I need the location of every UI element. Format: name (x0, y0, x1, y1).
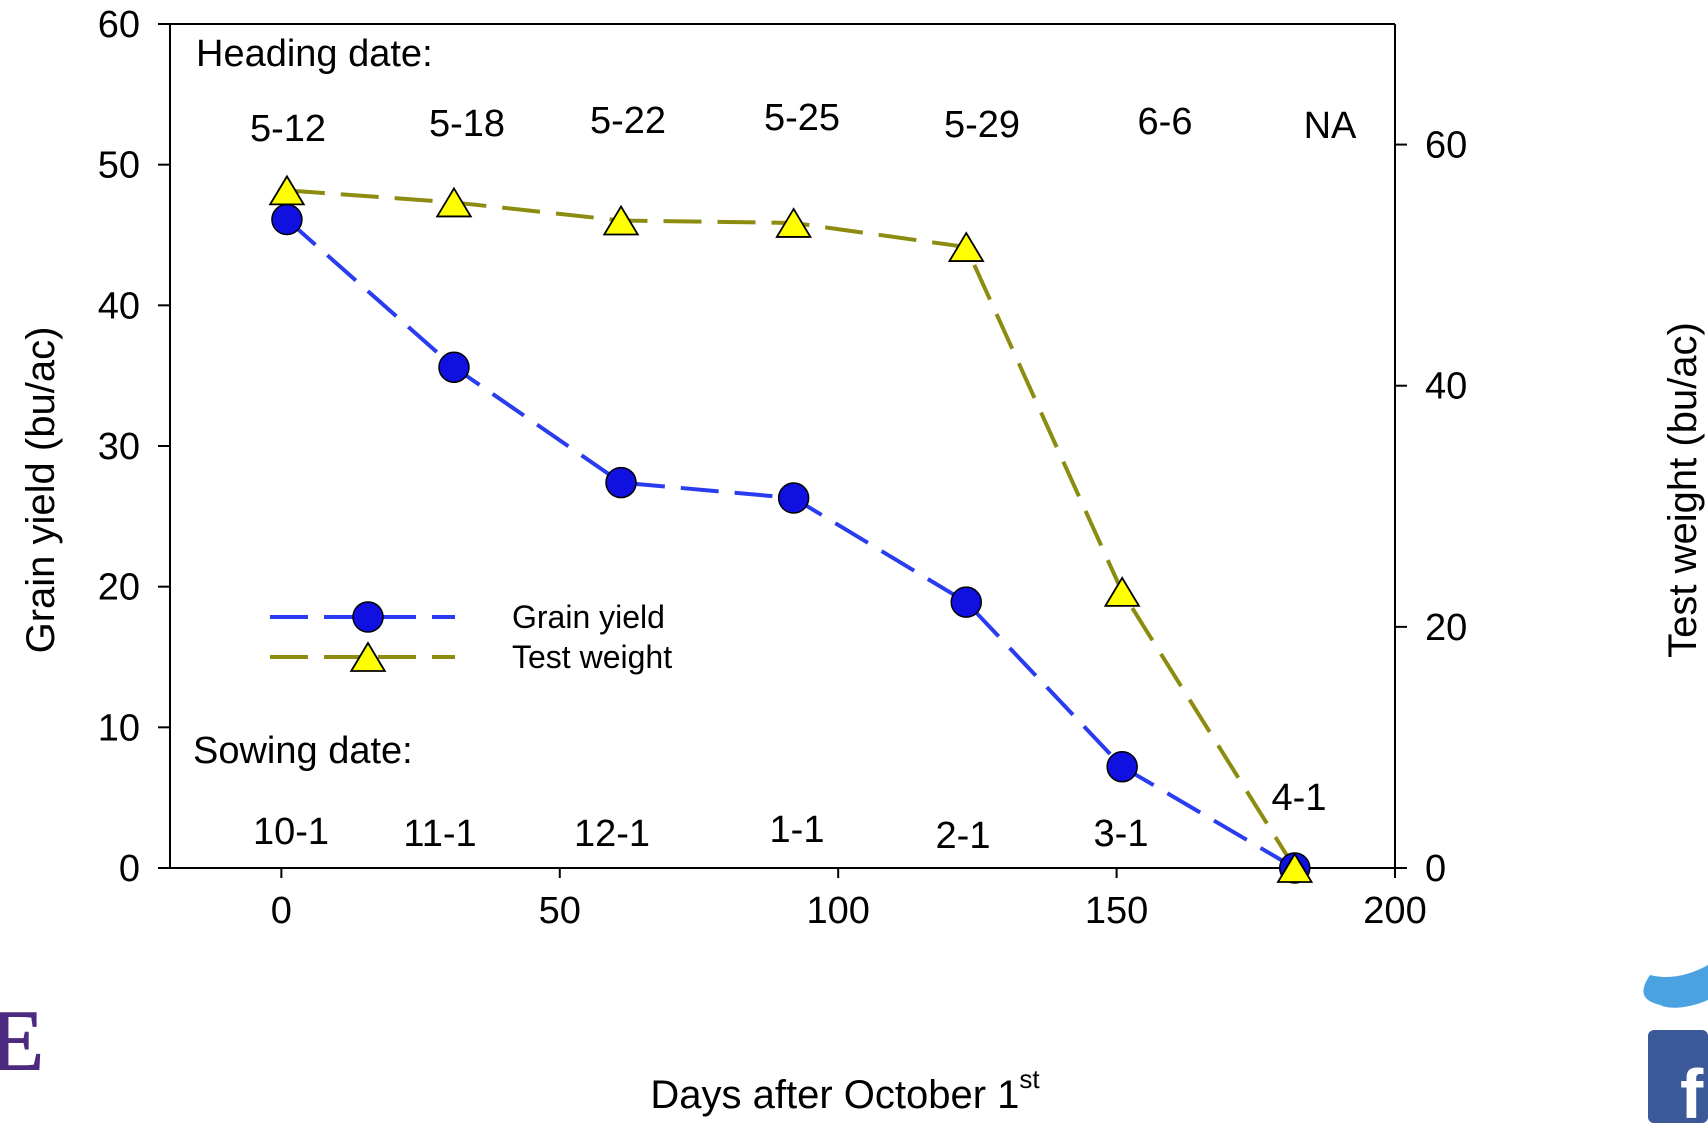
series-lines (285, 188, 1297, 870)
heading-date: 5-12 (250, 108, 326, 150)
x-tick-label: 100 (806, 890, 869, 932)
svg-text:E: E (0, 993, 45, 1090)
y-left-tick-label: 60 (98, 4, 140, 46)
heading-date: 5-25 (764, 97, 840, 139)
heading-date: 5-22 (590, 100, 666, 142)
series-markers (268, 174, 1314, 884)
data-point (775, 207, 813, 238)
y-left-tick-label: 40 (98, 285, 140, 327)
y-left-tick-label: 20 (98, 567, 140, 609)
x-tick-label: 0 (271, 890, 292, 932)
y-axis-left-title: Grain yield (bu/ac) (19, 327, 63, 654)
sowing-date: 3-1 (1094, 813, 1149, 855)
y-right-tick-label: 0 (1425, 848, 1446, 890)
data-point (271, 203, 303, 236)
data-point (1106, 750, 1138, 783)
sowing-date-label: Sowing date: (193, 730, 413, 772)
legend-label: Test weight (512, 639, 672, 675)
facebook-icon: f (1648, 1030, 1708, 1123)
data-point (268, 174, 306, 206)
x-tick-label: 200 (1363, 890, 1426, 932)
data-point (950, 586, 982, 618)
annotations: Heading date: 5-12 5-18 5-22 5-25 5-29 6-6 NA So… (193, 33, 1357, 857)
y-right-tick-label: 20 (1425, 607, 1467, 649)
twitter-bird-icon (1643, 965, 1708, 1008)
sowing-date: 4-1 (1272, 777, 1327, 819)
series-line (285, 218, 1296, 870)
data-point (1276, 852, 1314, 883)
legend-marker (349, 641, 387, 672)
x-tick-label: 150 (1085, 890, 1148, 932)
data-point (1103, 576, 1141, 607)
heading-date: 6-6 (1138, 101, 1193, 143)
legend-marker (352, 601, 384, 633)
y-left-tick-label: 50 (98, 145, 140, 187)
sowing-date: 11-1 (403, 813, 476, 855)
sowing-date: 12-1 (574, 813, 650, 855)
heading-date: 5-29 (944, 104, 1020, 146)
logo-fragment: E (0, 993, 45, 1090)
heading-date: NA (1304, 105, 1357, 147)
sowing-date: 2-1 (936, 815, 991, 857)
x-tick-label: 50 (539, 890, 581, 932)
y-left-tick-label: 30 (98, 426, 140, 468)
y-right-tick-label: 40 (1425, 366, 1467, 408)
data-point (605, 466, 637, 499)
y-axis-right-title: Test weight (bu/ac) (1661, 322, 1705, 658)
series-line (286, 188, 1297, 870)
heading-date-label: Heading date: (196, 33, 433, 75)
facebook-glyph: f (1680, 1055, 1704, 1123)
data-point (947, 231, 985, 262)
data-point (435, 186, 473, 218)
data-point (602, 204, 640, 236)
y-right-tick-label: 60 (1425, 125, 1467, 167)
y-left-tick-label: 10 (98, 707, 140, 749)
sowing-date: 10-1 (253, 811, 329, 853)
y-left-tick-label: 0 (119, 848, 140, 890)
heading-date: 5-18 (429, 103, 505, 145)
data-point (438, 351, 470, 383)
data-point (777, 482, 810, 514)
sowing-date: 1-1 (770, 809, 825, 851)
legend-label: Grain yield (512, 599, 665, 635)
x-axis-title: Days after October 1st (650, 1064, 1040, 1117)
legend: Grain yield Test weight (270, 599, 672, 675)
